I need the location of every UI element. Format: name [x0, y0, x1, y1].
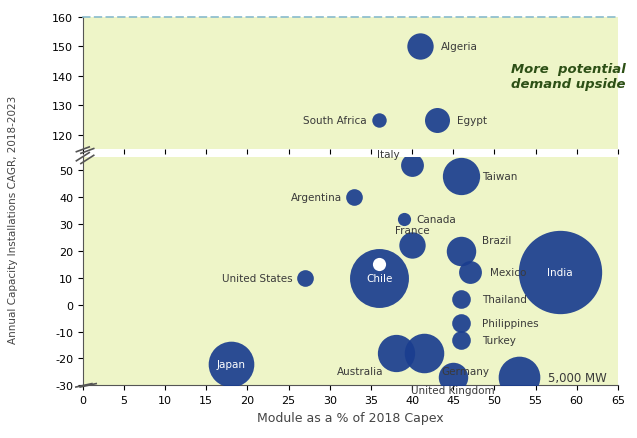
Point	[399, 215, 409, 223]
Text: Taiwan: Taiwan	[482, 171, 517, 181]
Text: Japan: Japan	[217, 359, 245, 369]
Point	[349, 194, 359, 201]
Point	[514, 374, 524, 381]
Point	[226, 360, 236, 367]
Point	[432, 117, 442, 124]
Point	[419, 350, 429, 357]
Point	[300, 275, 310, 282]
Point	[456, 248, 466, 255]
Text: Algeria: Algeria	[441, 42, 478, 52]
Text: Egypt: Egypt	[457, 116, 487, 126]
Text: Chile: Chile	[366, 273, 392, 283]
Text: United Kingdom: United Kingdom	[412, 385, 495, 396]
Point	[456, 173, 466, 180]
Text: More  potential
demand upside: More potential demand upside	[511, 63, 626, 90]
X-axis label: Module as a % of 2018 Capex: Module as a % of 2018 Capex	[257, 411, 443, 424]
Text: Canada: Canada	[416, 214, 456, 224]
Text: Philippines: Philippines	[482, 319, 539, 328]
Point	[407, 242, 417, 249]
Point	[555, 269, 566, 276]
Text: France: France	[395, 225, 429, 235]
Text: Argentina: Argentina	[291, 193, 342, 202]
Point	[374, 261, 384, 268]
Point	[448, 374, 459, 381]
Text: Thailand: Thailand	[482, 295, 527, 304]
Point	[464, 269, 475, 276]
Text: 5,000 MW: 5,000 MW	[548, 371, 606, 384]
Text: Brazil: Brazil	[482, 236, 512, 246]
Point	[390, 350, 401, 357]
Point	[415, 43, 426, 50]
Text: United States: United States	[222, 273, 293, 283]
Text: Australia: Australia	[337, 367, 383, 377]
Point	[456, 320, 466, 327]
Text: Annual Capacity Installations CAGR, 2018-2023: Annual Capacity Installations CAGR, 2018…	[8, 95, 18, 343]
Point	[374, 117, 384, 124]
Text: India: India	[547, 268, 573, 278]
Point	[374, 275, 384, 282]
Point	[407, 162, 417, 169]
Text: Turkey: Turkey	[482, 335, 516, 345]
Text: Mexico: Mexico	[490, 268, 527, 278]
Point	[456, 336, 466, 343]
Text: South Africa: South Africa	[303, 116, 367, 126]
Text: Germany: Germany	[441, 367, 489, 377]
Text: Italy: Italy	[377, 150, 400, 160]
Point	[456, 296, 466, 303]
